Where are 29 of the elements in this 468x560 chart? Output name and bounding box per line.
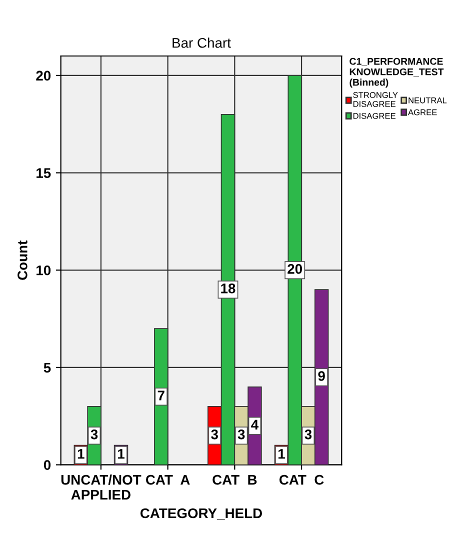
data-label: 18 — [221, 283, 236, 294]
y-tick-label: 0 — [44, 460, 51, 470]
y-axis-title: Count — [18, 240, 28, 280]
chart-title: Bar Chart — [172, 38, 231, 48]
data-label: 20 — [288, 264, 302, 274]
x-tick-label: CAT B — [212, 474, 257, 485]
y-tick-label: 10 — [36, 265, 51, 276]
legend-label: NEUTRAL — [408, 98, 447, 104]
data-label: 4 — [251, 420, 259, 430]
data-label: 7 — [158, 390, 164, 400]
x-axis-title: CATEGORY_HELD — [140, 508, 262, 520]
data-label: 9 — [318, 371, 325, 381]
legend-title: C1_PERFORMANCE KNOWLEDGE_TEST (Binned) — [350, 58, 444, 88]
legend-label: AGREE — [408, 109, 437, 116]
data-label: 3 — [211, 429, 218, 440]
data-label: 3 — [304, 429, 312, 440]
data-label: 1 — [278, 449, 285, 459]
y-tick-label: 5 — [44, 362, 51, 373]
data-label: 3 — [238, 429, 245, 440]
x-tick-label: CAT A — [146, 474, 190, 485]
data-label: 1 — [78, 449, 84, 459]
x-tick-label: UNCAT/NOT APPLIED — [61, 474, 142, 500]
y-tick-label: 20 — [36, 70, 51, 81]
data-label: 3 — [90, 429, 98, 440]
legend-label: STRONGLY DISAGREE — [353, 92, 398, 107]
data-label: 1 — [118, 449, 124, 459]
legend-label: DISAGREE — [353, 112, 396, 119]
x-tick-label: CAT C — [279, 474, 324, 485]
y-tick-label: 15 — [36, 168, 51, 178]
